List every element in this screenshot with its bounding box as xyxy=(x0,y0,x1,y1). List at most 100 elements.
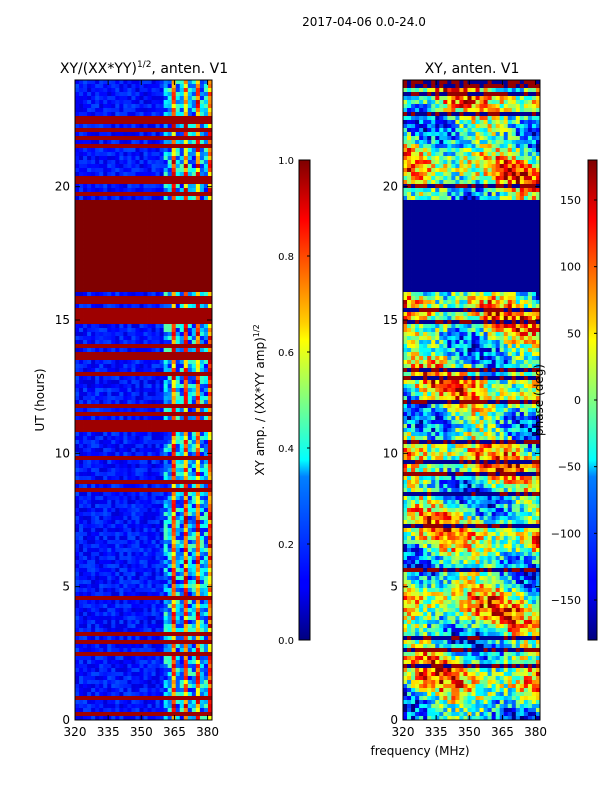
heatmap-cell xyxy=(179,532,185,537)
heatmap-cell xyxy=(99,228,104,233)
heatmap-cell xyxy=(91,516,96,521)
heatmap-cell xyxy=(139,108,144,113)
heatmap-cell xyxy=(115,276,120,281)
heatmap-cell xyxy=(187,324,193,329)
heatmap-cell xyxy=(171,240,177,245)
heatmap-cell xyxy=(135,500,140,505)
heatmap-cell xyxy=(207,84,212,89)
heatmap-cell xyxy=(191,360,197,365)
heatmap-cell xyxy=(143,600,148,605)
heatmap-cell xyxy=(123,260,128,265)
heatmap-cell xyxy=(143,92,148,97)
heatmap-cell xyxy=(151,84,156,89)
heatmap-cell xyxy=(119,616,124,621)
heatmap-cell xyxy=(139,152,144,157)
heatmap-cell xyxy=(95,548,100,553)
heatmap-cell xyxy=(147,280,152,285)
heatmap-cell xyxy=(147,420,152,425)
heatmap-cell xyxy=(107,208,112,213)
heatmap-cell xyxy=(131,524,136,529)
heatmap-cell xyxy=(119,464,124,469)
heatmap-cell xyxy=(131,576,136,581)
heatmap-cell xyxy=(203,484,209,489)
heatmap-cell xyxy=(123,216,128,221)
heatmap-cell xyxy=(199,188,205,193)
heatmap-cell xyxy=(83,628,88,633)
heatmap-cell xyxy=(119,644,124,649)
heatmap-cell xyxy=(119,356,124,361)
heatmap-cell xyxy=(135,256,140,261)
heatmap-cell xyxy=(95,116,100,121)
heatmap-cell xyxy=(87,336,92,341)
heatmap-cell xyxy=(191,188,197,193)
heatmap-cell xyxy=(147,492,152,497)
heatmap-cell xyxy=(95,656,100,661)
heatmap-cell xyxy=(83,180,88,185)
heatmap-cell xyxy=(107,164,112,169)
heatmap-cell xyxy=(147,444,152,449)
heatmap-cell xyxy=(199,448,205,453)
heatmap-cell xyxy=(75,428,80,433)
heatmap-cell xyxy=(187,276,193,281)
heatmap-cell xyxy=(123,664,128,669)
heatmap-cell xyxy=(195,644,201,649)
heatmap-cell xyxy=(79,252,84,257)
heatmap-cell xyxy=(87,596,92,601)
heatmap-cell xyxy=(183,304,189,309)
heatmap-cell xyxy=(99,596,104,601)
heatmap-cell xyxy=(179,456,185,461)
heatmap-cell xyxy=(183,268,189,273)
heatmap-cell xyxy=(175,340,181,345)
heatmap-cell xyxy=(183,248,189,253)
heatmap-cell xyxy=(171,568,177,573)
heatmap-cell xyxy=(111,416,116,421)
heatmap-cell xyxy=(87,244,92,249)
heatmap-cell xyxy=(147,472,152,477)
heatmap-cell xyxy=(91,468,96,473)
heatmap-cell xyxy=(143,268,148,273)
heatmap-cell xyxy=(83,376,88,381)
heatmap-cell xyxy=(123,488,128,493)
heatmap-cell xyxy=(195,296,201,301)
heatmap-cell xyxy=(123,180,128,185)
heatmap-cell xyxy=(139,232,144,237)
heatmap-cell xyxy=(127,332,132,337)
heatmap-cell xyxy=(139,520,144,525)
heatmap-cell xyxy=(155,360,161,365)
heatmap-cell xyxy=(99,256,104,261)
heatmap-cell xyxy=(83,132,88,137)
heatmap-cell xyxy=(155,584,161,589)
heatmap-cell xyxy=(163,232,169,237)
heatmap-cell xyxy=(203,228,209,233)
heatmap-cell xyxy=(147,224,152,229)
heatmap-cell xyxy=(95,608,100,613)
heatmap-cell xyxy=(127,544,132,549)
heatmap-cell xyxy=(155,460,161,465)
heatmap-cell xyxy=(131,368,136,373)
heatmap-cell xyxy=(167,356,173,361)
heatmap-cell xyxy=(151,456,156,461)
heatmap-cell xyxy=(79,552,84,557)
heatmap-cell xyxy=(187,652,193,657)
heatmap-cell xyxy=(159,424,165,429)
heatmap-cell xyxy=(95,372,100,377)
heatmap-cell xyxy=(203,536,209,541)
heatmap-cell xyxy=(127,432,132,437)
heatmap-cell xyxy=(163,368,169,373)
heatmap-cell xyxy=(191,168,197,173)
heatmap-cell xyxy=(207,332,212,337)
heatmap-cell xyxy=(103,652,108,657)
heatmap-cell xyxy=(123,284,128,289)
heatmap-cell xyxy=(107,108,112,113)
heatmap-cell xyxy=(199,144,205,149)
heatmap-cell xyxy=(79,660,84,665)
heatmap-cell xyxy=(87,456,92,461)
heatmap-cell xyxy=(143,264,148,269)
heatmap-cell xyxy=(111,228,116,233)
heatmap-cell xyxy=(171,124,177,129)
heatmap-cell xyxy=(135,168,140,173)
heatmap-cell xyxy=(91,188,96,193)
heatmap-cell xyxy=(151,584,156,589)
heatmap-cell xyxy=(99,324,104,329)
heatmap-cell xyxy=(167,416,173,421)
